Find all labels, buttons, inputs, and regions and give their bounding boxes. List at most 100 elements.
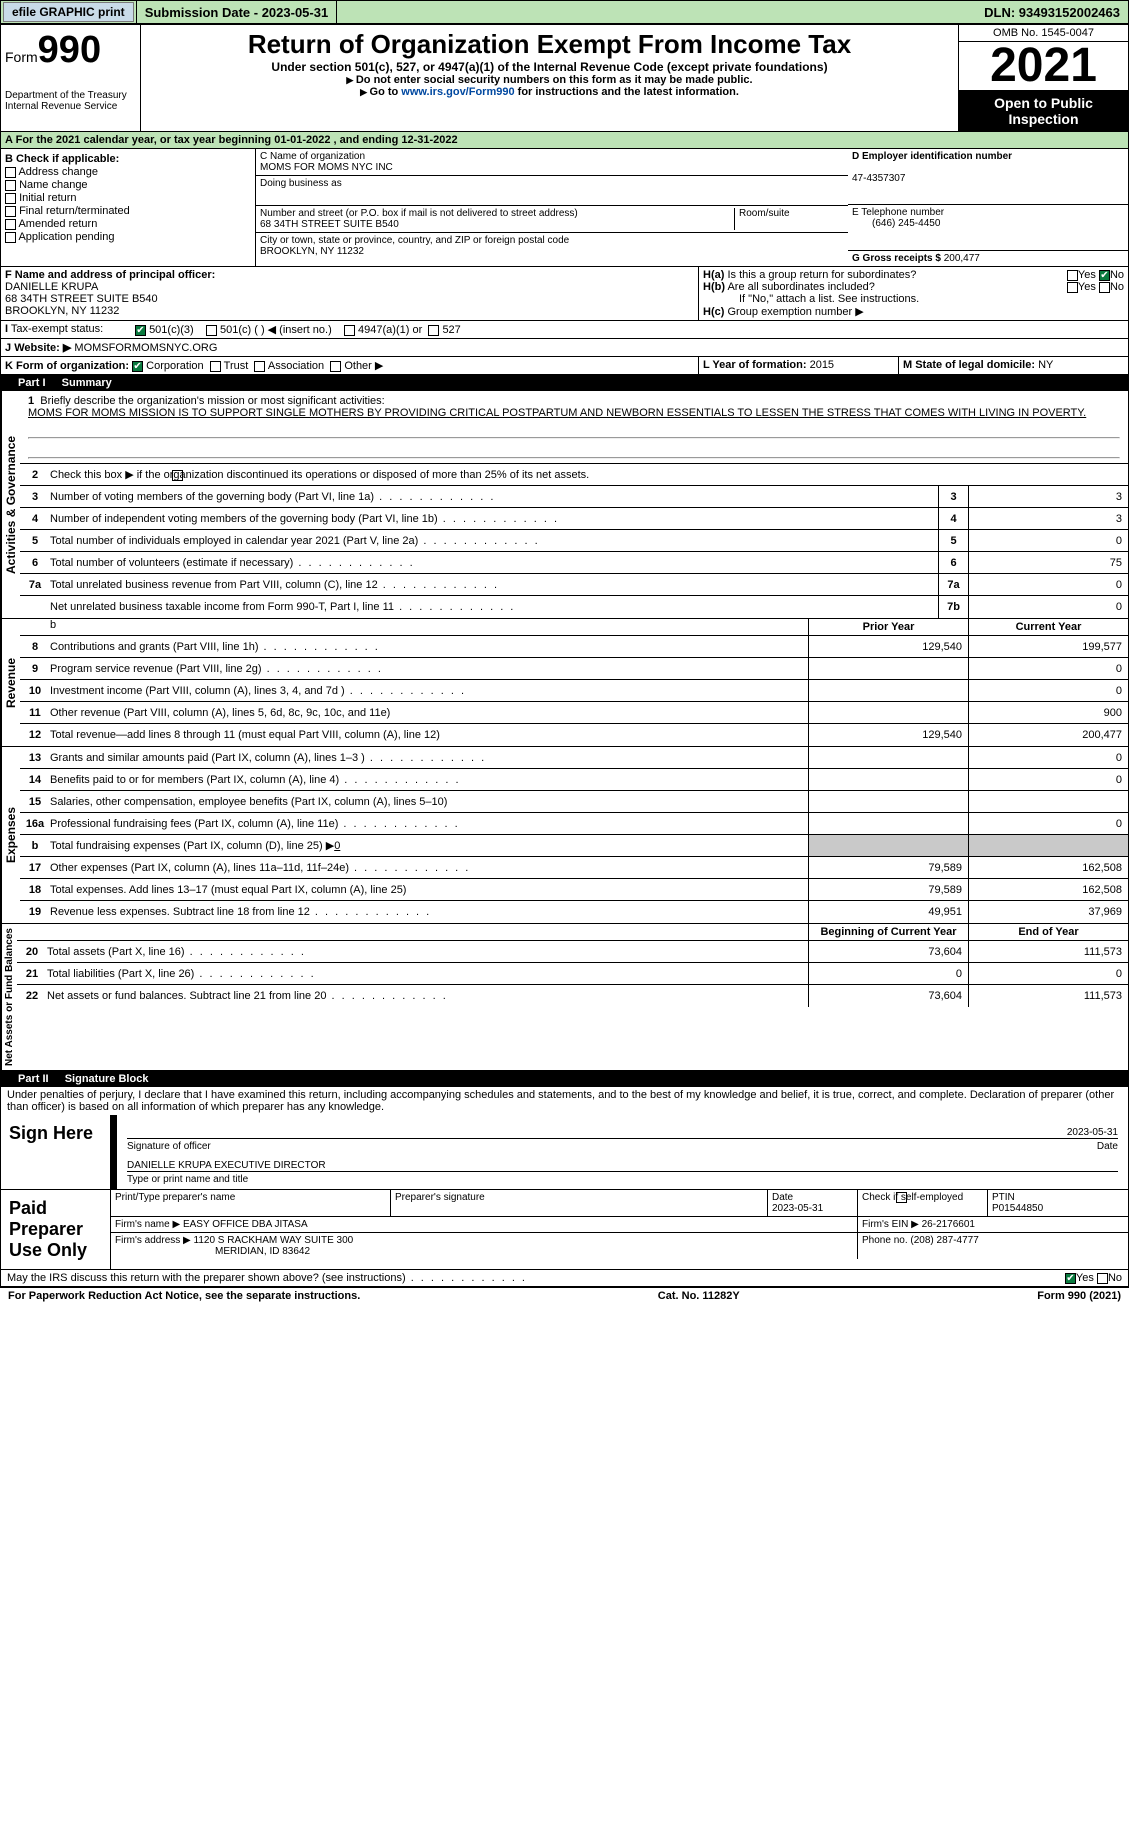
side-revenue: Revenue — [1, 619, 20, 746]
sig-officer-label: Signature of officer — [127, 1141, 1097, 1152]
foot-mid: Cat. No. 11282Y — [658, 1290, 740, 1302]
l15: Salaries, other compensation, employee b… — [50, 794, 808, 810]
v4: 3 — [968, 508, 1128, 529]
section-c-name: C Name of organizationMOMS FOR MOMS NYC … — [256, 149, 848, 266]
entity-block: B Check if applicable: Address change Na… — [0, 149, 1129, 267]
open-public-1: Open to Public — [994, 95, 1093, 111]
c-name-label: C Name of organization — [260, 151, 365, 162]
chk-527[interactable] — [428, 325, 439, 336]
p13 — [808, 747, 968, 768]
hc-text: Group exemption number ▶ — [727, 306, 863, 318]
l16a: Professional fundraising fees (Part IX, … — [50, 816, 808, 832]
efile-print-button[interactable]: efile GRAPHIC print — [3, 2, 134, 22]
v3: 3 — [968, 486, 1128, 507]
form-subtitle: Under section 501(c), 527, or 4947(a)(1)… — [145, 60, 954, 74]
b-header: B Check if applicable: — [5, 153, 119, 165]
l21: Total liabilities (Part X, line 26) — [47, 966, 808, 982]
l18: Total expenses. Add lines 13–17 (must eq… — [50, 882, 808, 898]
chk-corp[interactable] — [132, 361, 143, 372]
mission-text: MOMS FOR MOMS MISSION IS TO SUPPORT SING… — [28, 407, 1086, 419]
chk-assoc[interactable] — [254, 361, 265, 372]
website-value: MOMSFORMOMSNYC.ORG — [74, 342, 217, 354]
c10: 0 — [968, 680, 1128, 701]
p16a — [808, 813, 968, 834]
chk-self-employed[interactable] — [896, 1192, 907, 1203]
e20: 111,573 — [968, 941, 1128, 962]
preparer-table: Print/Type preparer's name Preparer's si… — [111, 1190, 1128, 1269]
part2-title: Signature Block — [65, 1073, 149, 1085]
p17: 79,589 — [808, 857, 968, 878]
l22: Net assets or fund balances. Subtract li… — [47, 988, 808, 1004]
city-label: City or town, state or province, country… — [260, 235, 569, 246]
chk-address-change[interactable]: Address change — [5, 166, 251, 178]
chk-discuss-yes[interactable] — [1065, 1273, 1076, 1284]
chk-amended-return[interactable]: Amended return — [5, 218, 251, 230]
hdr-prior: Prior Year — [808, 619, 968, 635]
officer-city: BROOKLYN, NY 11232 — [5, 305, 119, 317]
gross-receipts-value: 200,477 — [944, 253, 980, 264]
p12: 129,540 — [808, 724, 968, 746]
section-h: H(a) Is this a group return for subordin… — [698, 267, 1128, 320]
mission-block: 1 Briefly describe the organization's mi… — [20, 391, 1128, 464]
l11: Other revenue (Part VIII, column (A), li… — [50, 705, 808, 721]
chk-501c[interactable] — [206, 325, 217, 336]
part1-title: Summary — [62, 377, 112, 389]
year-formation: 2015 — [810, 359, 834, 371]
ha-label: H(a) — [703, 269, 724, 281]
sig-name-value: DANIELLE KRUPA EXECUTIVE DIRECTOR — [127, 1160, 326, 1171]
hb-no[interactable]: No — [1110, 281, 1124, 293]
ha-no[interactable]: No — [1110, 269, 1124, 281]
form-header: Form990 Department of the Treasury Inter… — [0, 24, 1129, 132]
l4-text: Number of independent voting members of … — [50, 511, 938, 527]
chk-application-pending[interactable]: Application pending — [5, 231, 251, 243]
chk-name-change[interactable]: Name change — [5, 179, 251, 191]
prep-name-label: Print/Type preparer's name — [111, 1190, 391, 1216]
org-city: BROOKLYN, NY 11232 — [260, 246, 364, 257]
ha-yes[interactable]: Yes — [1078, 269, 1096, 281]
c16a: 0 — [968, 813, 1128, 834]
discuss-no: No — [1108, 1272, 1122, 1284]
l19: Revenue less expenses. Subtract line 18 … — [50, 904, 808, 920]
opt-assoc: Association — [268, 360, 324, 372]
k-l-m-row: K Form of organization: Corporation Trus… — [0, 357, 1129, 375]
chk-4947[interactable] — [344, 325, 355, 336]
l20: Total assets (Part X, line 16) — [47, 944, 808, 960]
l3-text: Number of voting members of the governin… — [50, 489, 938, 505]
addr-label: Number and street (or P.O. box if mail i… — [260, 208, 578, 219]
firm-ein-label: Firm's EIN ▶ — [862, 1219, 919, 1230]
chk-discontinued[interactable] — [172, 470, 183, 481]
b21: 0 — [808, 963, 968, 984]
irs-link[interactable]: www.irs.gov/Form990 — [401, 86, 514, 98]
top-bar: efile GRAPHIC print Submission Date - 20… — [0, 0, 1129, 24]
net-assets-section: Net Assets or Fund Balances Beginning of… — [0, 924, 1129, 1071]
foot-right: Form 990 (2021) — [1037, 1290, 1121, 1302]
ptin-label: PTIN — [992, 1192, 1015, 1203]
chk-trust[interactable] — [210, 361, 221, 372]
phone-value: (646) 245-4450 — [852, 218, 940, 229]
tax-exempt-row: I Tax-exempt status: 501(c)(3) 501(c) ( … — [0, 321, 1129, 339]
chk-other[interactable] — [330, 361, 341, 372]
k-label: K Form of organization: — [5, 360, 129, 372]
paid-preparer-label: Paid Preparer Use Only — [1, 1190, 111, 1269]
part2-bar: Part II Signature Block — [0, 1071, 1129, 1087]
open-public-2: Inspection — [1008, 111, 1078, 127]
c8: 199,577 — [968, 636, 1128, 657]
opt-527: 527 — [442, 324, 460, 336]
gross-receipts-label: G Gross receipts $ — [852, 253, 941, 264]
form-note-ssn: Do not enter social security numbers on … — [145, 74, 954, 86]
firm-addr1: 1120 S RACKHAM WAY SUITE 300 — [194, 1235, 354, 1246]
v7a: 0 — [968, 574, 1128, 595]
prep-self-label: Check if self-employed — [862, 1192, 963, 1203]
chk-initial-return[interactable]: Initial return — [5, 192, 251, 204]
submission-date: Submission Date - 2023-05-31 — [136, 1, 338, 23]
chk-final-return[interactable]: Final return/terminated — [5, 205, 251, 217]
l2-text: Check this box ▶ if the organization dis… — [50, 466, 1128, 483]
form-word: Form — [5, 49, 38, 65]
e21: 0 — [968, 963, 1128, 984]
firm-phone-value: (208) 287-4777 — [910, 1235, 978, 1246]
hb-yes[interactable]: Yes — [1078, 281, 1096, 293]
c12: 200,477 — [968, 724, 1128, 746]
chk-discuss-no[interactable] — [1097, 1273, 1108, 1284]
chk-501c3[interactable] — [135, 325, 146, 336]
dba-label: Doing business as — [260, 178, 342, 189]
